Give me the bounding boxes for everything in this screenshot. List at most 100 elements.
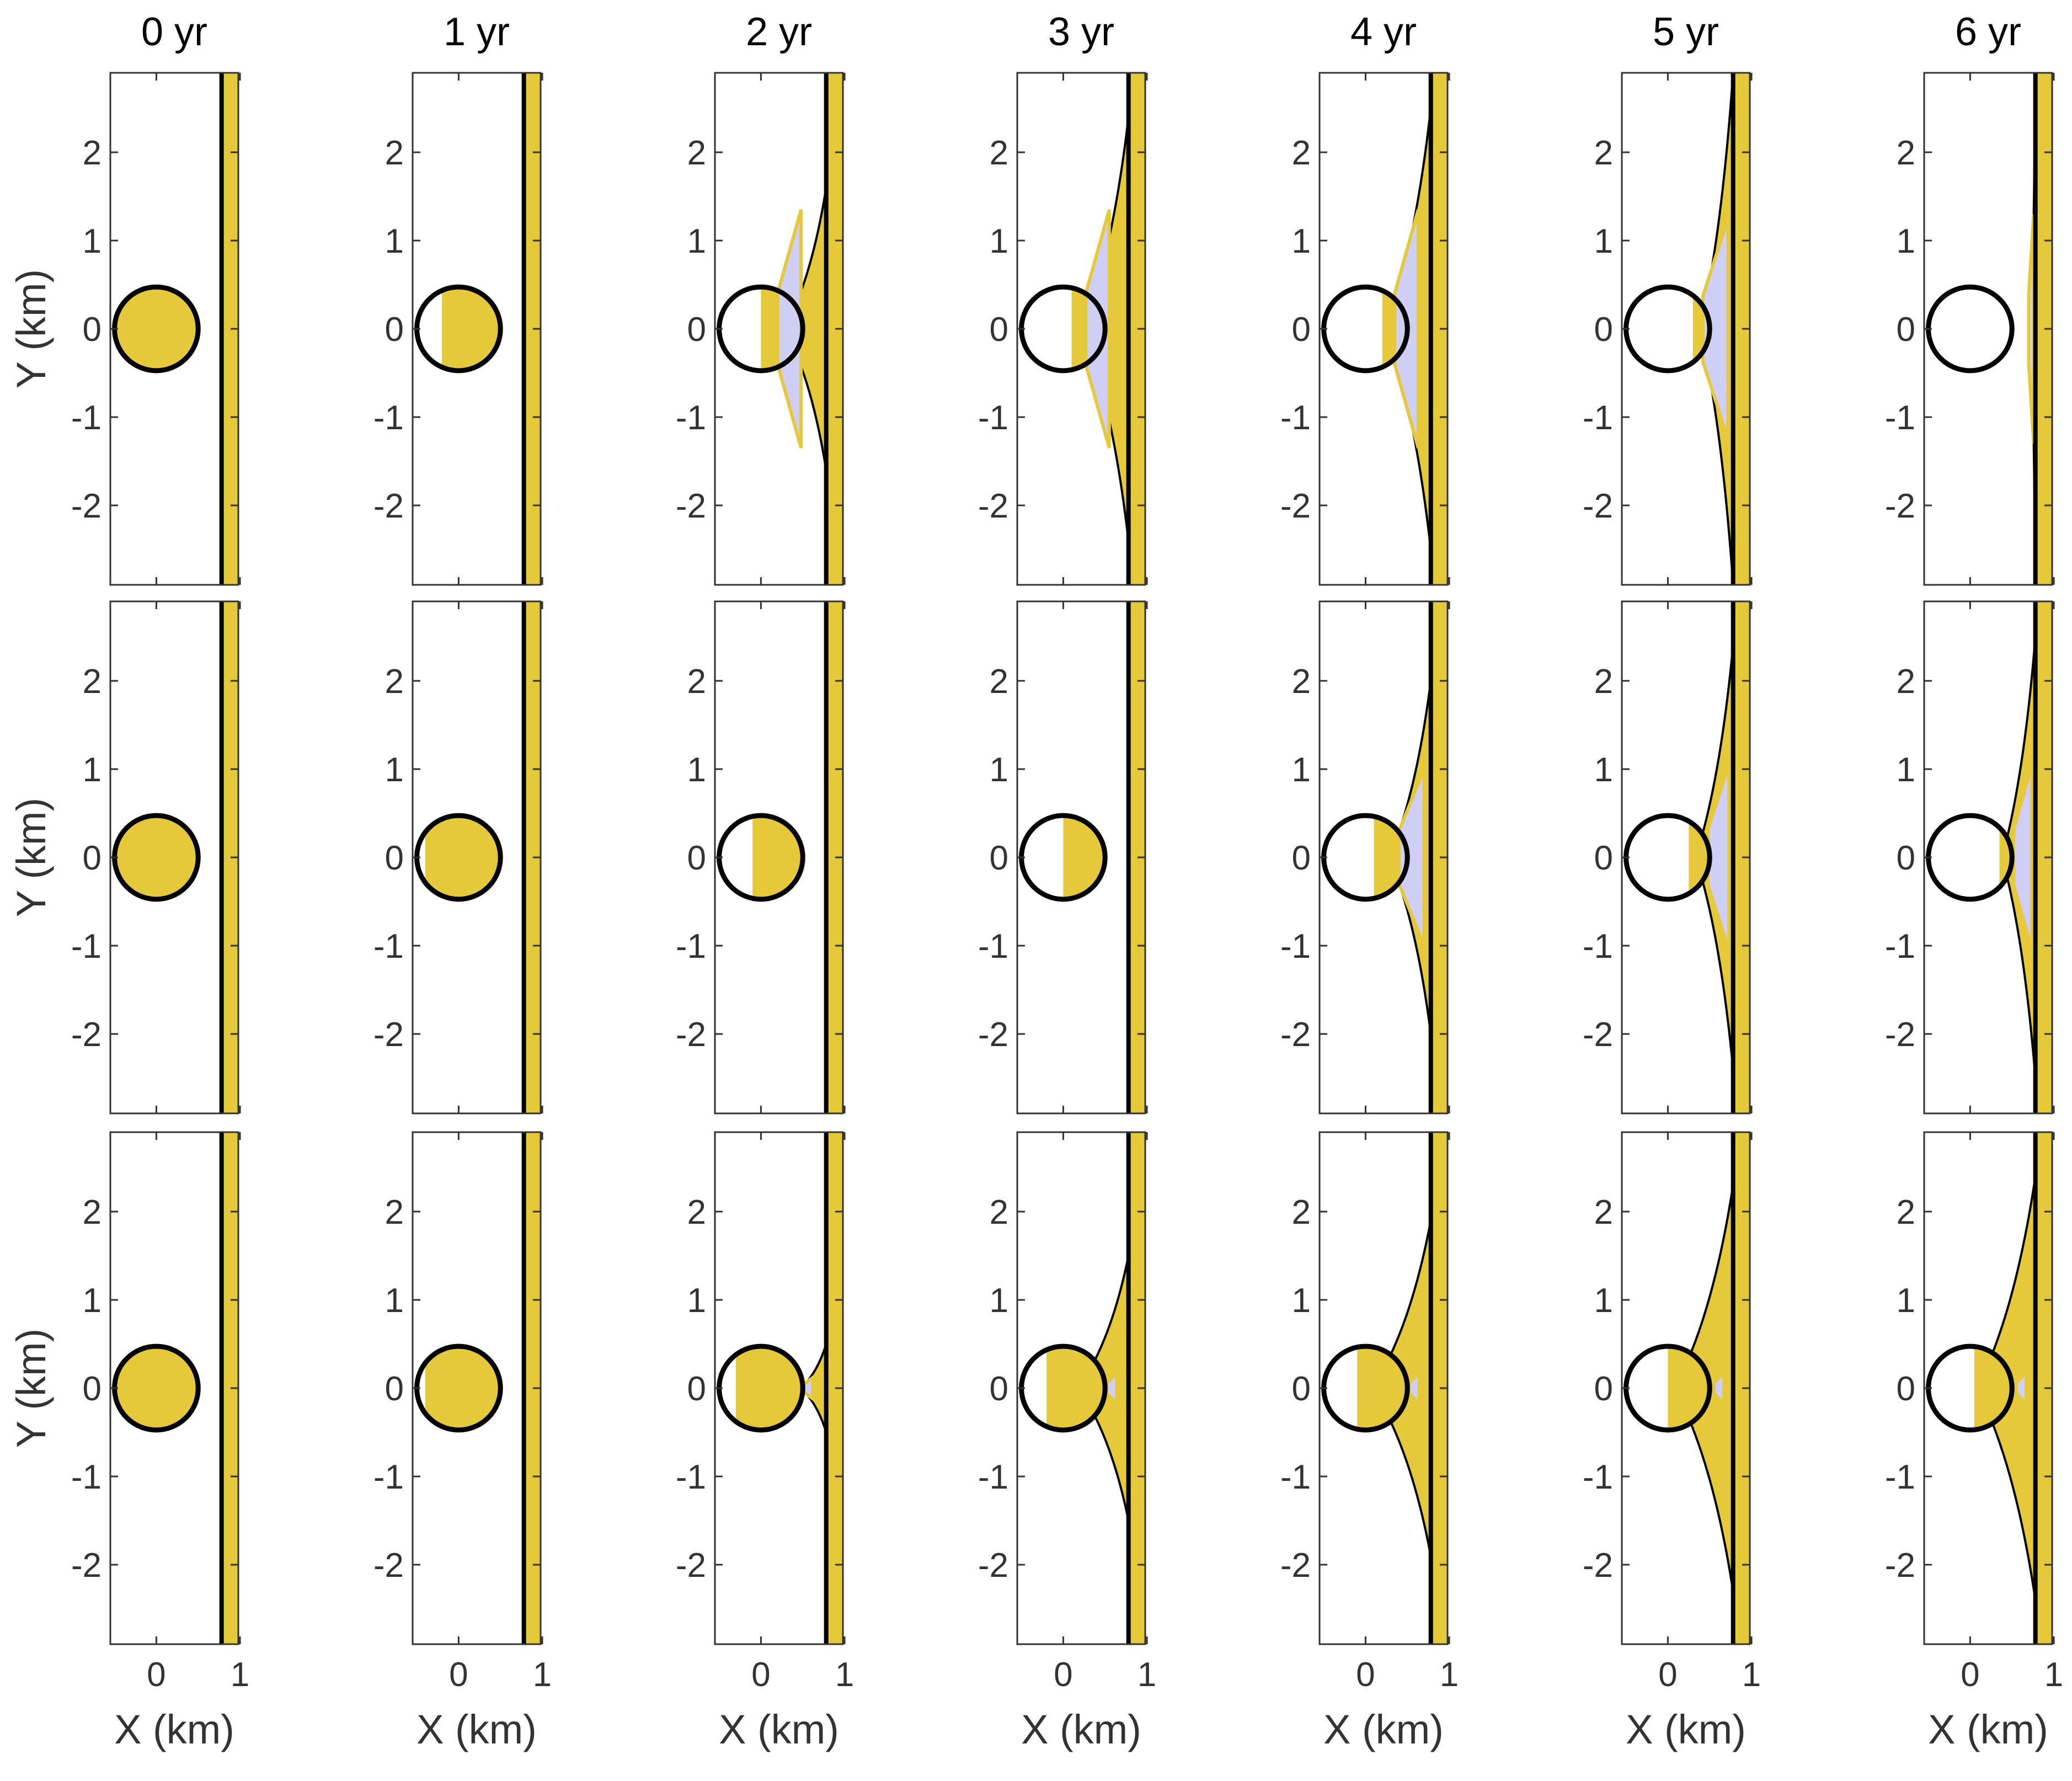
panel: 2 1 0 -1 -2 Y (km) [8, 600, 241, 1115]
y-tick-label: 1 [1594, 222, 1613, 260]
panel-grid: 2 1 0 -1 -2 Y (km) 2 1 0 -1 -2 2 1 0 -1 -2 2 1 0 -1 -2 2 1 0 -1 -… [8, 72, 2063, 1752]
y-tick-label: 1 [83, 751, 102, 789]
y-tick-label: 0 [1594, 311, 1613, 349]
panel-plot-area [1019, 1132, 1145, 1644]
y-tick-label: -2 [71, 1016, 102, 1054]
x-tick-label: 0 [1658, 1656, 1677, 1694]
panel-plot-area [414, 73, 541, 585]
panel: 2 1 0 -1 -2 0 1 X (km) [1583, 1131, 1761, 1752]
y-tick-label: 2 [83, 134, 102, 172]
y-tick-label: 2 [385, 1193, 404, 1231]
y-tick-label: -2 [676, 1016, 706, 1054]
y-tick-label: -1 [1280, 927, 1311, 966]
x-axis-label: X (km) [1021, 1707, 1141, 1752]
x-tick-label: 1 [1138, 1656, 1156, 1694]
blue-region [1706, 764, 1731, 951]
y-tick-label: 0 [1594, 839, 1613, 877]
circle-fill [752, 815, 803, 899]
y-tick-label: -1 [1885, 1458, 1915, 1496]
y-tick-label: -1 [373, 399, 404, 437]
circle-fill [1063, 815, 1106, 899]
panel-plot-area [112, 73, 238, 585]
y-tick-label: 1 [1594, 1282, 1613, 1320]
y-tick-label: -1 [71, 1458, 102, 1496]
panel: 2 1 0 -1 -2 [676, 72, 846, 586]
y-tick-label: 2 [83, 1193, 102, 1231]
y-tick-label: 2 [687, 1193, 706, 1231]
panel: 2 1 0 -1 -2 [373, 600, 543, 1115]
y-tick-label: 1 [83, 1282, 102, 1320]
circle-fill [425, 1346, 501, 1430]
blue-region [776, 209, 803, 449]
y-tick-label: -1 [1885, 927, 1915, 966]
panel: 2 1 0 -1 -2 [1885, 600, 2055, 1115]
panel-plot-area [112, 1132, 238, 1644]
y-tick-label: -1 [1583, 399, 1613, 437]
x-tick-label: 0 [449, 1656, 468, 1694]
column-title: 6 yr [1955, 10, 2021, 54]
y-tick-label: -2 [1583, 1016, 1613, 1054]
y-tick-label: 0 [990, 1370, 1008, 1408]
y-tick-label: 2 [1897, 663, 1915, 701]
y-tick-label: -2 [1583, 487, 1613, 525]
x-axis-label: X (km) [1928, 1707, 2048, 1752]
panel: 2 1 0 -1 -2 Y (km) [8, 72, 241, 586]
y-tick-label: 1 [385, 222, 404, 260]
y-tick-label: -2 [978, 487, 1008, 525]
y-tick-label: -1 [676, 927, 706, 966]
circle-fill [1974, 1346, 2012, 1430]
x-tick-label: 0 [1961, 1656, 1979, 1694]
y-tick-label: -2 [1885, 1547, 1915, 1585]
y-axis-label: Y (km) [8, 1329, 54, 1448]
y-tick-label: 0 [1897, 311, 1915, 349]
y-tick-label: 0 [990, 311, 1008, 349]
y-tick-label: 2 [990, 134, 1008, 172]
y-tick-label: -2 [1280, 1547, 1311, 1585]
y-tick-label: -2 [1583, 1547, 1613, 1585]
y-tick-label: 1 [1594, 751, 1613, 789]
panel: 2 1 0 -1 -2 0 1 X (km) Y (km) [8, 1131, 249, 1752]
y-tick-label: 1 [687, 222, 706, 260]
y-tick-label: -2 [978, 1016, 1008, 1054]
panel: 2 1 0 -1 -2 [373, 72, 543, 586]
panel-plot-area [1321, 73, 1448, 585]
y-tick-label: 0 [1292, 839, 1311, 877]
blue-region [2012, 764, 2034, 951]
panel-plot-area [1926, 1132, 2052, 1644]
y-tick-label: 2 [385, 663, 404, 701]
y-axis-label: Y (km) [8, 269, 54, 389]
circle-fill [1046, 1346, 1106, 1430]
y-tick-label: 2 [687, 663, 706, 701]
y-tick-label: 1 [990, 1282, 1008, 1320]
column-title: 0 yr [141, 10, 207, 54]
circle-fill [1357, 1346, 1408, 1430]
y-tick-label: -1 [978, 399, 1008, 437]
y-tick-label: 2 [687, 134, 706, 172]
panel-plot-area [717, 73, 843, 585]
column-titles: 0 yr 1 yr 2 yr 3 yr 4 yr 5 yr 6 yr [141, 10, 2021, 54]
y-tick-label: 0 [83, 839, 102, 877]
x-axis-label: X (km) [416, 1707, 537, 1752]
y-tick-label: 1 [990, 222, 1008, 260]
panel: 2 1 0 -1 -2 [978, 72, 1148, 586]
circle-fill [114, 1346, 199, 1430]
circle-outline [1926, 284, 2015, 374]
x-axis-label: X (km) [114, 1707, 234, 1752]
y-tick-label: -1 [373, 927, 404, 966]
x-tick-label: 0 [147, 1656, 165, 1694]
panel: 2 1 0 -1 -2 0 1 X (km) [1885, 1131, 2063, 1752]
x-tick-label: 1 [835, 1656, 854, 1694]
y-tick-label: -2 [373, 487, 404, 525]
blue-region [1712, 1368, 1726, 1409]
column-title: 5 yr [1653, 10, 1719, 54]
panel-plot-area [1624, 1132, 1750, 1644]
y-tick-label: 2 [385, 134, 404, 172]
panel-plot-area [112, 601, 238, 1113]
blue-region [1701, 218, 1730, 440]
y-tick-label: -1 [978, 1458, 1008, 1496]
y-tick-label: -2 [1885, 487, 1915, 525]
x-axis-label: X (km) [1323, 1707, 1444, 1752]
panel-plot-area [414, 601, 541, 1113]
y-tick-label: 2 [1292, 663, 1311, 701]
